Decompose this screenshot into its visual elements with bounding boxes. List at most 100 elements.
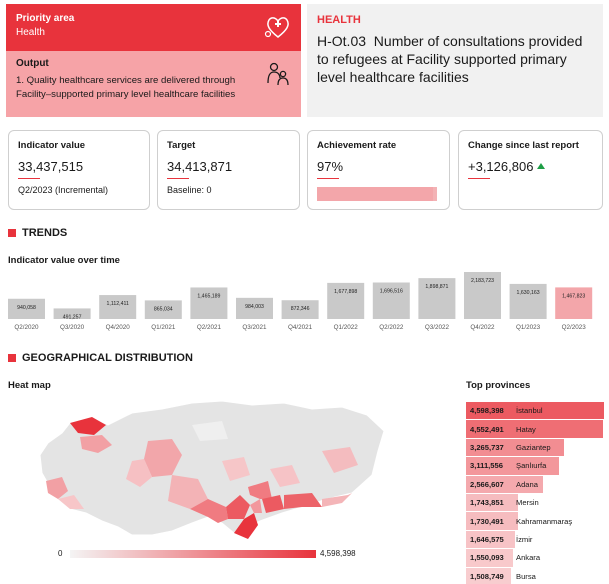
province-east	[322, 447, 358, 473]
trend-bar-Q2/2022	[372, 282, 410, 319]
legend-max: 4,598,398	[320, 549, 356, 558]
trend-category-label: Q1/2021	[151, 324, 176, 331]
trend-bar-chart: 940,058 Q2/2020 491,257 Q3/2020 1,112,411 Q4/…	[8, 272, 593, 331]
province-north	[192, 421, 228, 441]
province-name: İzmir	[516, 534, 533, 544]
trend-bar-Q3/2020	[53, 308, 91, 319]
card-title: Target	[167, 140, 196, 151]
trend-category-label: Q3/2022	[425, 324, 450, 331]
trend-bar-value-label: 1,465,189	[197, 293, 220, 299]
trend-bar-Q1/2021	[144, 300, 182, 319]
province-value: 4,552,491	[470, 424, 504, 434]
top-provinces-list: 4,598,398 İstanbul 4,552,491 Hatay 3,265,737…	[466, 402, 604, 584]
top-provinces-title: Top provinces	[466, 380, 531, 391]
trend-category-label: Q4/2020	[106, 324, 131, 331]
trend-category-label: Q4/2021	[288, 324, 313, 331]
province-kahramanmaras	[248, 481, 272, 499]
trend-bar-Q1/2022	[327, 282, 365, 319]
province-row: 1,508,749 Bursa	[466, 567, 604, 584]
card-title: Change since last report	[468, 140, 579, 151]
value-underline	[18, 178, 40, 179]
province-row: 1,646,575 İzmir	[466, 530, 604, 550]
province-value: 1,743,851	[470, 498, 504, 508]
section-marker-icon	[8, 229, 16, 237]
geo-section-header: GEOGRAPHICAL DISTRIBUTION	[8, 352, 193, 364]
trend-category-label: Q3/2021	[242, 324, 267, 331]
trend-category-label: Q2/2022	[379, 324, 404, 331]
province-name: Hatay	[516, 424, 536, 434]
province-bar	[466, 402, 604, 420]
province-sanliurfa	[284, 493, 322, 509]
province-istanbul	[70, 417, 106, 435]
province-bar	[466, 493, 519, 512]
province-hatay	[234, 513, 258, 539]
trend-bar-value-label: 491,257	[63, 314, 82, 320]
change-value-row: +3,126,806	[468, 159, 593, 174]
province-value: 1,730,491	[470, 516, 504, 526]
indicator-name: H-Ot.03 Number of consultations provided…	[317, 32, 593, 86]
trends-heading: TRENDS	[22, 227, 68, 239]
province-row: 4,598,398 İstanbul	[466, 402, 604, 421]
trend-bar-Q3/2021	[236, 297, 273, 319]
output-heading: Output	[16, 58, 49, 69]
province-aegean	[58, 495, 84, 509]
section-marker-icon	[8, 354, 16, 362]
trend-bar-Q4/2020	[99, 295, 137, 319]
trend-bar-value-label: 865,034	[154, 306, 173, 312]
province-bar	[466, 549, 513, 567]
priority-area-heading: Priority area	[16, 13, 75, 24]
province-value: 1,550,093	[470, 553, 504, 563]
province-izmir	[46, 477, 68, 499]
province-name: Gaziantep	[516, 442, 551, 452]
province-bar	[466, 457, 560, 475]
trend-category-label: Q2/2021	[197, 324, 222, 331]
achievement-progress-fill	[317, 187, 434, 201]
province-name: İstanbul	[516, 406, 543, 416]
trends-subheading: Indicator value over time	[8, 255, 120, 266]
province-konya	[168, 475, 208, 509]
trend-bar-Q2/2023	[555, 287, 593, 319]
baseline-text: Baseline: 0	[167, 185, 212, 195]
province-bar	[466, 475, 544, 493]
output-panel: Output 1. Quality healthcare services ar…	[6, 51, 301, 117]
trend-bar-value-label: 984,003	[245, 304, 264, 310]
trend-bar-value-label: 1,112,411	[107, 301, 129, 307]
trend-bar-value-label: 1,696,516	[380, 288, 403, 294]
province-bar	[466, 438, 564, 457]
priority-area-value: Health	[16, 27, 45, 38]
legend-gradient	[70, 550, 316, 558]
province-row: 3,265,737 Gaziantep	[466, 438, 604, 458]
trend-bar-Q2/2020	[8, 298, 45, 319]
province-mersin	[190, 499, 228, 523]
family-icon	[267, 62, 289, 86]
province-ankara	[144, 439, 182, 477]
target-card: Target 34,413,871 Baseline: 0	[157, 130, 300, 210]
indicator-value-card: Indicator value 33,437,515 Q2/2023 (Incr…	[8, 130, 150, 210]
indicator-label: Number of consultations provided to refu…	[317, 33, 583, 85]
province-mardin	[322, 493, 352, 507]
province-value: 2,566,607	[470, 479, 504, 489]
trend-bar-value-label: 1,898,871	[425, 284, 448, 290]
heatmap-title: Heat map	[8, 380, 51, 391]
change-value: +3,126,806	[468, 159, 534, 174]
province-row: 1,550,093 Ankara	[466, 549, 604, 568]
province-row: 2,566,607 Adana	[466, 475, 604, 494]
province-value: 1,508,749	[470, 571, 504, 581]
province-adana	[226, 495, 250, 519]
province-value: 4,598,398	[470, 406, 504, 416]
trend-category-label: Q4/2022	[470, 324, 495, 331]
turkey-heat-map	[39, 400, 385, 539]
province-name: Şanlıurfa	[516, 461, 547, 471]
trend-bar-Q1/2023	[509, 283, 547, 319]
trend-bar-value-label: 2,183,723	[471, 278, 494, 284]
health-care-icon	[264, 17, 289, 38]
trend-bar-value-label: 940,058	[17, 305, 36, 311]
achievement-rate-card: Achievement rate 97%	[307, 130, 450, 210]
province-row: 1,743,851 Mersin	[466, 493, 604, 513]
indicator-value: 33,437,515	[18, 159, 84, 174]
trend-bar-Q3/2022	[418, 278, 456, 319]
priority-area-panel: Priority area Health	[6, 4, 301, 51]
indicator-title-panel: HEALTH H-Ot.03 Number of consultations p…	[307, 4, 603, 117]
province-value: 3,111,556	[470, 461, 503, 471]
trend-bar-value-label: 1,630,163	[517, 290, 540, 296]
